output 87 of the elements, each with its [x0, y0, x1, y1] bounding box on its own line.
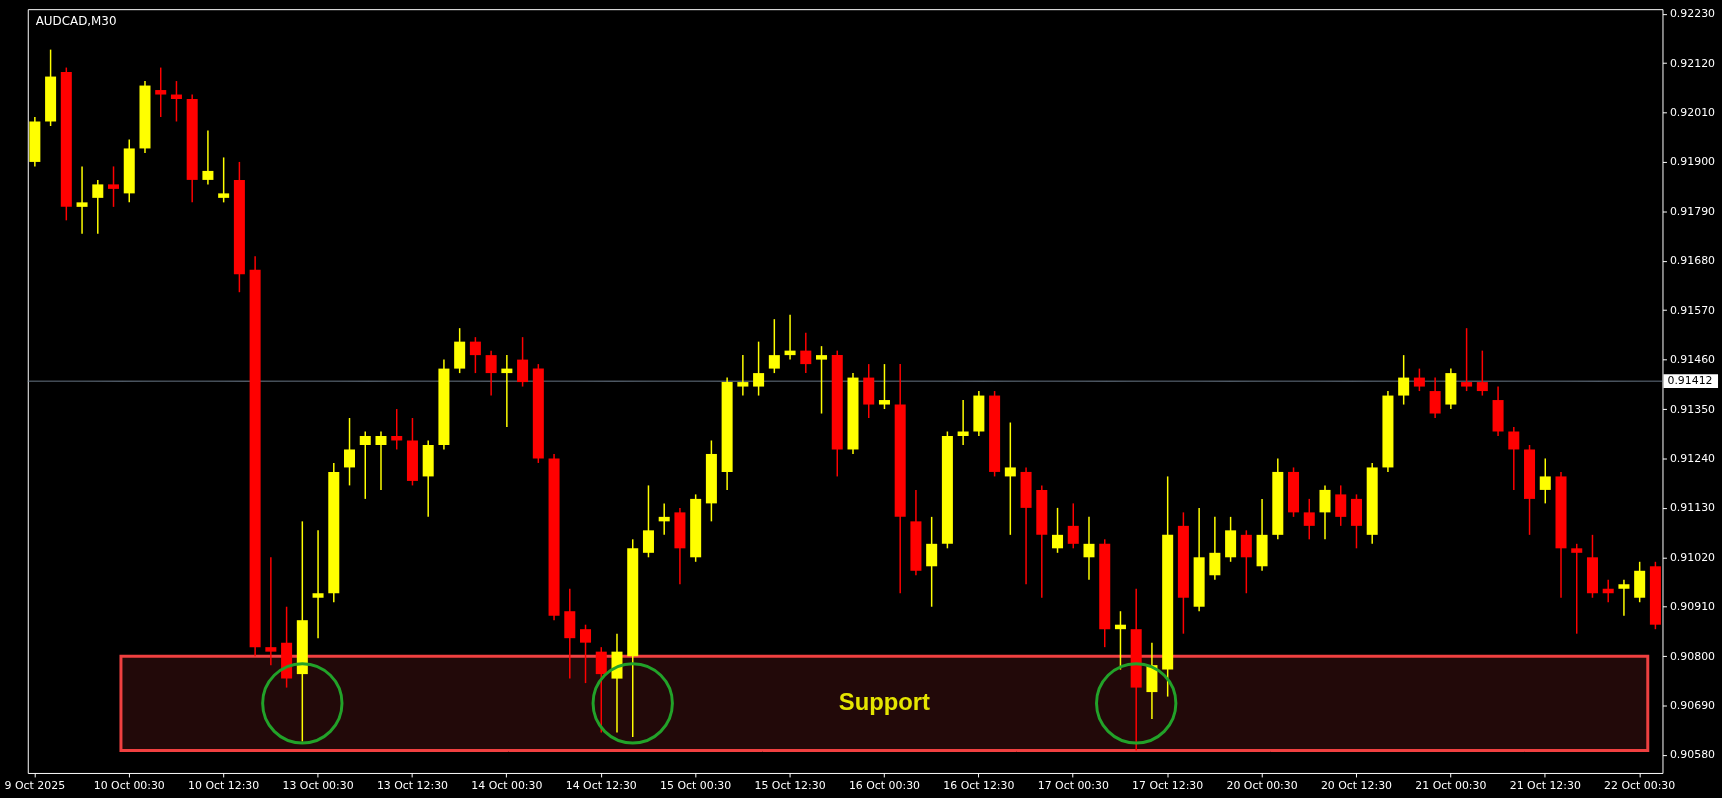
candlestick [391, 408, 403, 451]
y-tick-label: 0.91460 [1669, 353, 1716, 367]
candlestick [784, 313, 796, 361]
candlestick [1461, 327, 1473, 392]
y-tick-label: 0.90910 [1669, 600, 1716, 614]
candlestick [501, 354, 513, 428]
candlestick [170, 80, 182, 123]
y-tick-label: 0.90800 [1669, 649, 1716, 663]
x-tick-label: 13 Oct 12:30 [376, 779, 449, 793]
x-tick-label: 21 Oct 12:30 [1509, 779, 1581, 793]
y-tick-label: 0.91900 [1669, 155, 1716, 169]
candlestick [517, 336, 529, 388]
candlestick [1398, 354, 1410, 406]
x-tick-label: 22 Oct 00:30 [1604, 779, 1676, 793]
candlestick [1539, 457, 1551, 505]
candlestick [800, 331, 812, 374]
x-tick-label: 10 Oct 00:30 [93, 779, 165, 793]
candlestick [312, 529, 324, 639]
candlestick [768, 318, 780, 374]
x-tick-label: 13 Oct 00:30 [282, 779, 354, 793]
candlestick [359, 430, 371, 500]
candlestick [1052, 507, 1064, 554]
candlestick [1209, 516, 1221, 581]
candlestick [1083, 516, 1095, 581]
candlestick [1319, 484, 1331, 541]
candlestick [1413, 367, 1425, 392]
candlestick [469, 336, 481, 374]
y-tick-label: 0.92120 [1669, 56, 1716, 70]
x-tick-label: 17 Oct 12:30 [1132, 779, 1204, 793]
candlestick [1476, 349, 1488, 397]
candlestick [1067, 502, 1079, 550]
x-tick-label: 10 Oct 12:30 [188, 779, 260, 793]
y-tick-label: 0.91680 [1669, 254, 1716, 268]
candlestick [957, 399, 969, 446]
x-tick-label: 15 Oct 00:30 [660, 779, 732, 793]
candlestick [1571, 543, 1583, 635]
x-tick-label: 17 Oct 00:30 [1037, 779, 1109, 793]
candlestick [485, 349, 497, 397]
y-tick-label: 0.91240 [1669, 451, 1716, 465]
y-tick-label: 0.92230 [1669, 7, 1716, 21]
y-tick-label: 0.91130 [1669, 501, 1716, 515]
y-tick-label: 0.90580 [1669, 748, 1716, 762]
candlestick [218, 156, 230, 204]
candlestick [1508, 426, 1520, 491]
y-tick-label: 0.91570 [1669, 303, 1716, 317]
candlestick [658, 502, 670, 536]
candlestick [202, 129, 214, 186]
band-label: Support [838, 688, 931, 716]
x-tick-label: 20 Oct 12:30 [1320, 779, 1393, 793]
candlestick [375, 430, 387, 491]
y-tick-label: 0.91020 [1669, 550, 1716, 564]
x-tick-label: 9 Oct 2025 [4, 779, 66, 793]
candlestick [753, 340, 765, 397]
candlestick [595, 646, 607, 734]
candlestick [642, 484, 654, 559]
candlestick [816, 345, 828, 415]
candlestick [108, 165, 120, 208]
y-tick-label: 0.91350 [1669, 402, 1716, 416]
candlestick [155, 66, 167, 118]
x-tick-label: 20 Oct 00:30 [1226, 779, 1298, 793]
y-tick-label: 0.91790 [1669, 204, 1716, 218]
candlestick [1335, 484, 1347, 527]
candlestick [92, 179, 104, 235]
x-tick-label: 16 Oct 12:30 [943, 779, 1015, 793]
y-tick-label: 0.92010 [1669, 105, 1716, 119]
candlestick [1602, 579, 1614, 603]
candlestick [344, 417, 356, 487]
candlestick [926, 516, 938, 608]
candlestick [1618, 579, 1630, 617]
candlestick [265, 556, 277, 666]
candlestick [737, 354, 749, 397]
candlestick [1429, 376, 1441, 419]
x-tick-label: 16 Oct 00:30 [848, 779, 921, 793]
candlestick [580, 623, 592, 684]
x-tick-label: 15 Oct 12:30 [754, 779, 826, 793]
candlestick [76, 165, 88, 235]
x-tick-label: 14 Oct 12:30 [565, 779, 637, 793]
ref-line-label: 0.91412 [1667, 374, 1713, 388]
candlestick [1114, 610, 1126, 671]
x-tick-label: 21 Oct 00:30 [1415, 779, 1487, 793]
candlestick [1303, 498, 1315, 541]
candlestick [1004, 421, 1016, 536]
y-tick-label: 0.90690 [1669, 699, 1716, 713]
chart-title: AUDCAD,M30 [35, 14, 117, 29]
candlestick [1240, 529, 1252, 594]
x-tick-label: 14 Oct 00:30 [471, 779, 543, 793]
candlestick [878, 363, 890, 410]
